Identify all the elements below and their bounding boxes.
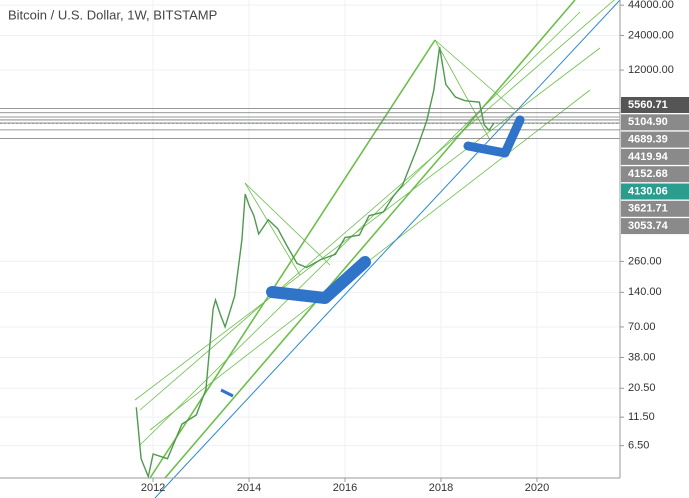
price-label-bg [621, 166, 689, 183]
y-tick-label: 44000.00 [628, 0, 674, 11]
x-tick-label: 2014 [237, 482, 261, 494]
y-tick-label: 20.50 [628, 382, 656, 394]
price-label-bg [621, 218, 689, 235]
y-tick-label: 38.00 [628, 351, 656, 363]
price-label-bg [621, 97, 689, 113]
trend-line [134, 47, 601, 401]
y-tick-label: 140.00 [628, 286, 662, 298]
price-label: 4152.68 [628, 168, 668, 180]
price-label: 5104.90 [628, 116, 668, 128]
price-line-series [135, 46, 495, 479]
price-label-bg [621, 200, 689, 217]
price-label: 5560.71 [628, 99, 668, 111]
x-tick-label: 2018 [429, 482, 453, 494]
trend-line [244, 182, 301, 276]
y-tick-label: 260.00 [628, 255, 662, 267]
trend-line [434, 39, 516, 111]
chart-title: Bitcoin / U.S. Dollar, 1W, BITSTAMP [8, 7, 217, 22]
price-label: 4419.94 [628, 151, 669, 163]
trend-line [139, 0, 615, 411]
x-tick-label: 2012 [141, 482, 165, 494]
x-tick-label: 2016 [333, 482, 357, 494]
trend-line [244, 182, 331, 266]
price-label: 4130.06 [628, 185, 668, 197]
check-mark [463, 115, 525, 158]
check-mark [266, 256, 371, 304]
price-label-bg [621, 114, 689, 131]
trend-line [164, 0, 576, 479]
trend-line [139, 11, 581, 446]
channel-line [154, 0, 621, 498]
price-label-bg [621, 131, 689, 148]
y-tick-label: 6.50 [628, 440, 649, 452]
price-label-bg [621, 183, 689, 200]
y-tick-label: 24000.00 [628, 29, 674, 41]
price-label: 4689.39 [628, 134, 668, 146]
x-tick-label: 2020 [525, 482, 549, 494]
range-marker [220, 388, 234, 398]
price-label: 3053.74 [628, 220, 669, 232]
y-tick-label: 12000.00 [628, 64, 674, 76]
price-label: 3621.71 [628, 203, 668, 215]
price-axis: 44000.00 24000.00 12000.00 260.00 140.00 70.0… [141, 0, 689, 494]
y-tick-label: 70.00 [628, 321, 656, 333]
price-label-bg [621, 148, 689, 165]
y-tick-label: 11.50 [628, 411, 655, 423]
